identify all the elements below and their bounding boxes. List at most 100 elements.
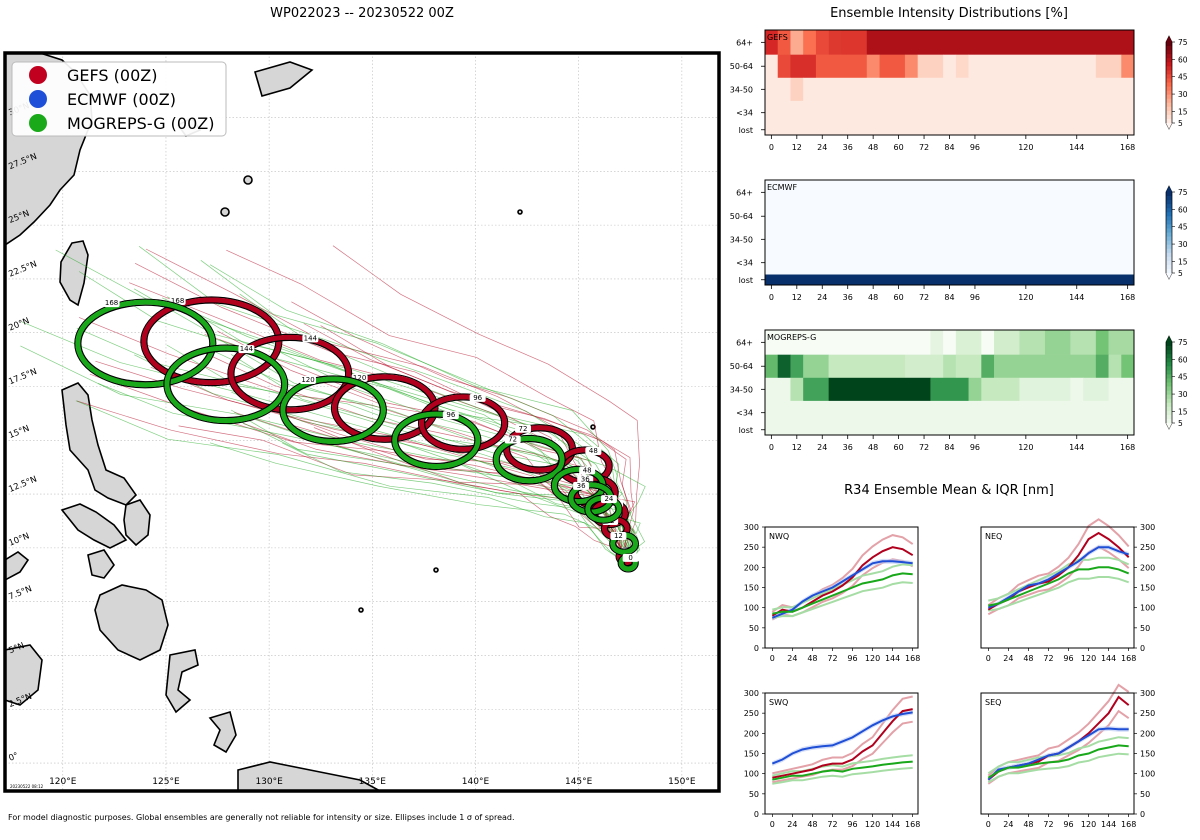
colorbar-segment — [1166, 264, 1172, 270]
heatmap-ylabel: 50-64 — [730, 62, 753, 71]
r34-ylabel: 0 — [754, 810, 759, 819]
heatmap-cell — [1070, 330, 1097, 355]
land-taiwan — [59, 240, 89, 307]
hour-label: 72 — [508, 436, 517, 444]
r34-panel: SEQ 0 50 100 150 200 250 300 0 24 48 72 96 120 144 168 — [980, 683, 1155, 829]
r34-iqr-band — [988, 544, 1129, 611]
r34-title: SEQ — [985, 698, 1001, 707]
colorbar-segment — [1166, 220, 1172, 225]
legend-swatch-ecmwf — [29, 90, 47, 108]
heatmap-cell — [994, 330, 1020, 355]
r34-iqr-line — [988, 576, 1130, 612]
r34-xlabel: 48 — [807, 820, 817, 829]
colorbar-segment — [1166, 342, 1172, 347]
hour-label-bg — [238, 345, 255, 354]
lon-label: 125°E — [152, 777, 180, 787]
colorbar-label: 5 — [1178, 269, 1183, 278]
colorbar-segment — [1166, 110, 1172, 116]
r34-mean-ecmwf — [771, 560, 913, 619]
heatmap-xlabel: 12 — [792, 443, 802, 452]
colorbar-segment — [1166, 78, 1172, 83]
r34-mean-mogreps-g — [988, 566, 1130, 607]
colorbar-segment — [1166, 346, 1172, 351]
longitude-labels: 120°E 125°E 130°E 135°E 140°E 145°E 150°E — [49, 777, 696, 787]
r34-plot-bg — [765, 693, 918, 814]
colorbar-segment — [1166, 98, 1172, 104]
mogreps-ellipse-inner — [498, 440, 560, 479]
colorbar-segment — [1166, 410, 1172, 416]
heatmap-cell — [1095, 54, 1122, 79]
r34-iqr-line — [987, 518, 1130, 606]
colorbar-segment — [1166, 102, 1172, 108]
land-panay — [87, 549, 115, 579]
heatmap-xlabel: 84 — [944, 143, 954, 152]
colorbar-segment — [1166, 82, 1172, 87]
mogreps-ellipse-outer — [279, 375, 387, 445]
r34-ylabel: 300 — [744, 689, 759, 698]
heatmap-cell — [777, 354, 791, 379]
heatmap-cell — [1121, 377, 1135, 402]
heatmap-xlabel: 168 — [1120, 443, 1135, 452]
colorbar-segment — [1166, 354, 1172, 359]
colorbar-label: 45 — [1178, 73, 1188, 82]
colorbar-segment — [1166, 192, 1172, 197]
heatmap-xlabel: 48 — [868, 443, 878, 452]
legend-label-mogreps: MOGREPS-G (00Z) — [67, 114, 214, 133]
colorbar-segment — [1166, 232, 1172, 237]
mogreps-ellipse — [164, 345, 288, 424]
r34-ylabel: 200 — [744, 563, 759, 572]
heatmap-title: MOGREPS-G — [767, 333, 816, 342]
land-islet — [243, 175, 253, 185]
heatmap-xlabel: 24 — [817, 293, 827, 302]
r34-iqr-line — [772, 766, 913, 785]
heatmap-xlabel: 12 — [792, 293, 802, 302]
legend-label-ecmwf: ECMWF (00Z) — [67, 90, 176, 109]
hour-label: 48 — [583, 466, 592, 474]
heatmap-cell — [803, 77, 1135, 102]
colorbar-label: 45 — [1178, 373, 1188, 382]
colorbar-label: 60 — [1178, 205, 1188, 214]
mogreps-ellipse-inner — [80, 304, 211, 383]
r34-mean-mogreps-g — [772, 760, 913, 781]
land-sulawesi — [165, 649, 199, 714]
hour-label: 12 — [614, 532, 623, 540]
heatmap-cell — [765, 354, 779, 379]
colorbar-segment — [1166, 382, 1172, 387]
r34-xlabel: 144 — [885, 654, 900, 663]
legend-box — [11, 61, 227, 137]
heatmap-ylabel: <34 — [736, 259, 753, 268]
colorbar-segment — [1166, 390, 1172, 396]
heatmap-cell — [777, 30, 791, 55]
heatmap-panel: 64+ 50-64 34-50 <34 lost MOGREPS-G 0 12 24 36 48 60… — [730, 329, 1188, 452]
heatmap-cell — [981, 330, 995, 355]
r34-ylabel: 250 — [744, 709, 759, 718]
colorbar-segment — [1166, 358, 1172, 363]
hour-label-bg — [622, 553, 639, 562]
mogreps-ellipse-outer — [74, 298, 217, 389]
r34-xlabel: 120 — [865, 820, 880, 829]
r34-xlabel: 120 — [1081, 654, 1096, 663]
heatmap-xlabel: 48 — [868, 143, 878, 152]
heatmap-cell — [765, 124, 1135, 136]
heatmap-xlabel: 72 — [919, 443, 929, 452]
r34-xlabel: 72 — [827, 654, 837, 663]
heatmap-cell — [879, 54, 906, 79]
heatmap-cell — [904, 54, 918, 79]
colorbar-extend-bottom — [1166, 273, 1172, 279]
heatmap-ylabel: lost — [739, 276, 753, 285]
hour-label: 96 — [446, 411, 455, 419]
colorbar-segment — [1166, 244, 1172, 250]
heatmap-cell — [1070, 377, 1084, 402]
heatmap-cell — [994, 354, 1020, 379]
heatmap-cell — [866, 54, 880, 79]
hour-label: 36 — [577, 482, 586, 490]
heatmap-cell — [815, 54, 868, 79]
r34-iqr-line — [772, 720, 913, 784]
colorbar-label: 5 — [1178, 119, 1183, 128]
r34-xlabel: 72 — [1043, 820, 1053, 829]
r34-xlabel: 144 — [1101, 820, 1116, 829]
heatmap-cell — [828, 377, 931, 402]
heatmap-xlabel: 120 — [1018, 443, 1033, 452]
